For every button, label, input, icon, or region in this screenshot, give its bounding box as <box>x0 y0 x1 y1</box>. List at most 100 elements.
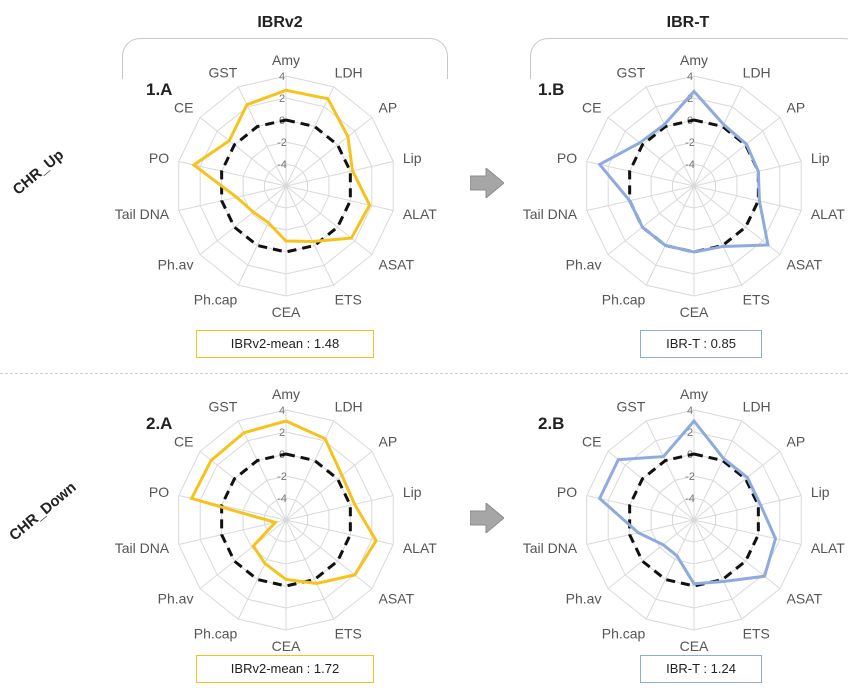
tick-label: 4 <box>279 71 285 83</box>
axis-label: Amy <box>680 52 708 68</box>
axis-label: ETS <box>335 626 362 642</box>
tick-label: 4 <box>687 71 693 83</box>
axis-label: Tail DNA <box>115 206 170 222</box>
tick-label: 2 <box>279 427 285 439</box>
axis-spoke <box>237 519 287 620</box>
ibrt-box: IBR-T : 0.85 <box>640 330 762 358</box>
axis-label: ASAT <box>379 257 415 273</box>
axis-spoke <box>586 495 695 521</box>
axis-label: CE <box>174 433 193 449</box>
axis-label: ETS <box>743 626 770 642</box>
axis-label: CE <box>582 99 601 115</box>
reference-series-line <box>220 452 352 588</box>
axis-label: PO <box>149 150 169 166</box>
axis-label: Tail DNA <box>115 540 170 556</box>
tick-label: 2 <box>687 427 693 439</box>
reference-series-line <box>628 452 760 588</box>
axis-spoke <box>199 451 287 521</box>
axis-label: CEA <box>272 638 301 654</box>
panel-label: 2.A <box>146 414 173 433</box>
ibrt-box: IBR-T : 1.24 <box>640 655 762 683</box>
tick-label: -2 <box>685 471 695 483</box>
axis-label: PO <box>149 484 169 500</box>
axis-label: ASAT <box>379 591 415 607</box>
axis-label: Ph.av <box>566 591 602 607</box>
axis-spoke <box>285 495 394 521</box>
axis-label: ALAT <box>403 206 437 222</box>
axis-spoke <box>693 161 802 187</box>
axis-label: Lip <box>403 484 422 500</box>
axis-spoke <box>607 519 695 589</box>
axis-spoke <box>285 86 335 187</box>
axis-spoke <box>285 519 335 620</box>
panel-label: 1.B <box>538 80 565 99</box>
axis-spoke <box>285 451 373 521</box>
axis-spoke <box>285 161 394 187</box>
ibrv2-mean-box: IBRv2-mean : 1.72 <box>196 655 374 683</box>
axis-spoke <box>607 117 695 187</box>
tick-label: 4 <box>279 405 285 417</box>
arrow-right-icon <box>470 168 504 198</box>
axis-label: GST <box>617 398 646 414</box>
axis-label: Ph.cap <box>602 292 646 308</box>
axis-label: ETS <box>335 292 362 308</box>
axis-spoke <box>693 185 781 255</box>
axis-label: LDH <box>743 398 771 414</box>
axis-label: Amy <box>680 386 708 402</box>
axis-spoke <box>693 519 802 545</box>
main-series-line <box>597 89 770 254</box>
tick-label: -4 <box>277 159 287 171</box>
axis-label: LDH <box>335 398 363 414</box>
panel-label: 1.A <box>146 80 173 99</box>
axis-spoke <box>693 451 781 521</box>
axis-spoke <box>645 185 695 286</box>
axis-spoke <box>693 117 781 187</box>
axis-spoke <box>645 519 695 620</box>
column-brace-left <box>122 38 448 79</box>
axis-label: PO <box>557 150 577 166</box>
axis-label: LDH <box>743 64 771 80</box>
axis-spoke <box>178 519 287 545</box>
axis-spoke <box>693 185 743 286</box>
axis-label: CEA <box>680 304 709 320</box>
axis-spoke <box>199 185 287 255</box>
axis-spoke <box>693 86 743 187</box>
axis-label: Tail DNA <box>523 206 578 222</box>
axis-label: Amy <box>272 52 300 68</box>
tick-label: -4 <box>277 493 287 505</box>
reference-series-line <box>220 118 352 254</box>
axis-label: GST <box>209 398 238 414</box>
tick-label: 4 <box>687 405 693 417</box>
axis-label: AP <box>787 433 806 449</box>
axis-label: PO <box>557 484 577 500</box>
tick-label: -2 <box>277 137 287 149</box>
axis-label: Ph.av <box>158 591 194 607</box>
tick-label: -2 <box>685 137 695 149</box>
axis-label: CEA <box>680 638 709 654</box>
tick-label: 2 <box>687 93 693 105</box>
axis-spoke <box>199 117 287 187</box>
axis-spoke <box>607 451 695 521</box>
axis-label: Lip <box>403 150 422 166</box>
column-brace-right <box>530 38 848 79</box>
axis-spoke <box>586 161 695 187</box>
tick-label: -4 <box>685 159 695 171</box>
axis-label: ASAT <box>787 257 823 273</box>
axis-label: Ph.av <box>158 257 194 273</box>
row-divider <box>0 373 848 374</box>
axis-spoke <box>693 185 802 211</box>
axis-spoke <box>645 420 695 521</box>
axis-label: Lip <box>811 150 830 166</box>
axis-spoke <box>586 185 695 211</box>
tick-label: -2 <box>277 471 287 483</box>
axis-label: GST <box>617 64 646 80</box>
axis-label: ETS <box>743 292 770 308</box>
axis-spoke <box>285 185 394 211</box>
axis-spoke <box>285 185 335 286</box>
axis-label: AP <box>379 433 398 449</box>
axis-spoke <box>199 519 287 589</box>
panel-label: 2.B <box>538 414 565 433</box>
